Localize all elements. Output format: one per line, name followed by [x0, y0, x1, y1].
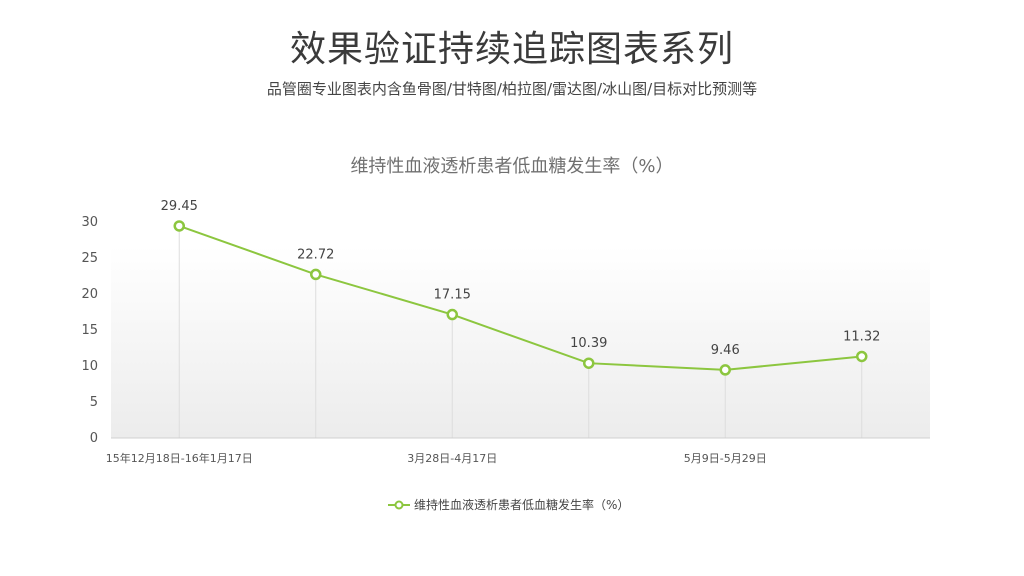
data-point [173, 220, 185, 232]
legend-label: 维持性血液透析患者低血糖发生率（%） [414, 497, 629, 512]
x-tick-label: 3月28日-4月17日 [407, 452, 497, 465]
y-tick-label: 25 [81, 251, 98, 266]
drop-lines [178, 225, 863, 438]
data-label: 10.39 [570, 336, 607, 351]
data-point [310, 268, 322, 281]
y-tick-label: 30 [81, 215, 98, 230]
y-tick-label: 15 [81, 323, 98, 338]
page-title: 效果验证持续追踪图表系列 [289, 29, 734, 70]
page-subtitle: 品管圈专业图表内含鱼骨图/甘特图/柏拉图/雷达图/冰山图/目标对比预测等 [266, 80, 758, 98]
data-labels: 29.45 22.72 17.15 10.39 9.46 11.32 [161, 199, 881, 358]
plot-area-background [111, 246, 930, 438]
series-line [178, 225, 862, 371]
y-tick-label: 5 [90, 395, 98, 410]
data-point [583, 357, 595, 369]
legend: 维持性血液透析患者低血糖发生率（%） [388, 497, 629, 512]
data-label: 22.72 [297, 247, 334, 262]
y-tick-label: 10 [81, 359, 98, 374]
data-label: 11.32 [843, 329, 880, 344]
data-label: 9.46 [711, 343, 740, 358]
y-axis: 0 5 10 15 20 25 30 [81, 215, 98, 446]
x-tick-label: 15年12月18日-16年1月17日 [106, 451, 253, 465]
y-tick-label: 20 [81, 287, 98, 302]
x-axis: 15年12月18日-16年1月17日 3月28日-4月17日 5月9日-5月29日 [106, 451, 767, 465]
x-tick-label: 5月9日-5月29日 [684, 452, 767, 465]
chart-title: 维持性血液透析患者低血糖发生率（%） [350, 156, 674, 177]
legend-marker-icon [394, 500, 404, 510]
data-label: 17.15 [434, 288, 471, 303]
y-tick-label: 0 [90, 431, 98, 446]
data-label: 29.45 [161, 199, 198, 214]
data-point [446, 308, 458, 321]
data-point [856, 350, 868, 363]
series-group [173, 220, 868, 376]
data-point [719, 364, 731, 376]
